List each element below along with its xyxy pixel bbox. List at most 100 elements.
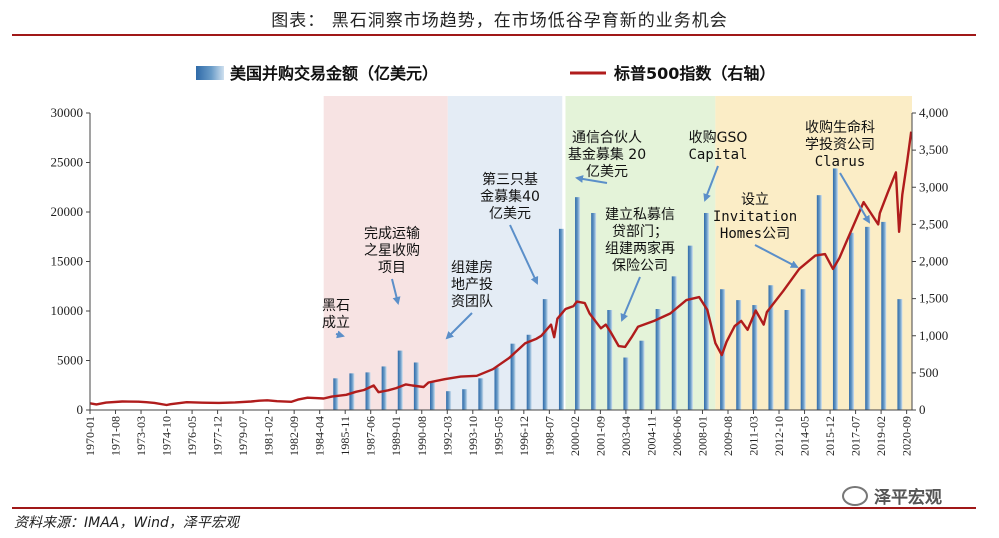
x-tick-label: 1971-08 xyxy=(109,416,123,456)
title-rule xyxy=(12,34,976,36)
annotation-text: 设立 xyxy=(741,192,769,208)
bar xyxy=(397,350,403,410)
period-band xyxy=(323,96,448,410)
x-tick-label: 2001-09 xyxy=(593,416,607,456)
annotation-arrow xyxy=(391,278,401,305)
x-tick-label: 2019-02 xyxy=(874,416,888,456)
x-tick-label: 1970-01 xyxy=(83,416,97,456)
bar xyxy=(736,300,742,410)
bar xyxy=(591,212,597,410)
bar xyxy=(607,310,613,410)
x-tick-label: 1984-04 xyxy=(313,416,327,456)
annotation-arrow xyxy=(335,330,345,339)
bar xyxy=(832,168,838,410)
bar xyxy=(381,366,387,410)
y-right-tick-label: 500 xyxy=(919,365,939,380)
x-tick-label: 2017-07 xyxy=(849,416,863,456)
x-tick-label: 2004-11 xyxy=(644,416,658,456)
bar xyxy=(526,334,532,410)
x-tick-label: 2014-05 xyxy=(798,416,812,456)
line-series xyxy=(89,131,913,407)
annotation-text: 组建房 xyxy=(451,260,493,276)
annotation-text: 资团队 xyxy=(451,294,493,310)
axes: 0 5000 10000 15000 20000 25000 30000 0 500 1,000 1… xyxy=(51,105,949,456)
bar xyxy=(558,228,564,410)
y-right-tick-label: 3,000 xyxy=(919,179,948,194)
annotation-text: 之星收购 xyxy=(364,243,420,259)
annotation-text: 组建两家再 xyxy=(605,240,675,257)
y-right-tick-label: 2,500 xyxy=(919,216,948,231)
y-right-tick-label: 1,500 xyxy=(919,291,948,306)
x-tick-label: 1979-07 xyxy=(236,416,250,456)
annotation-text: 收购生命科 xyxy=(805,119,875,136)
bar xyxy=(575,197,581,410)
y-left-tick-label: 5000 xyxy=(57,353,83,368)
x-tick-label: 2011-03 xyxy=(747,416,761,456)
bar xyxy=(494,367,500,410)
bar xyxy=(639,340,645,410)
x-tick-label: 1996-12 xyxy=(517,416,531,456)
x-tick-label: 1981-02 xyxy=(262,416,276,456)
period-band xyxy=(715,96,912,410)
x-tick-label: 1990-08 xyxy=(415,416,429,456)
bar xyxy=(671,276,677,410)
annotation-arrow xyxy=(754,244,799,268)
y-left-tick-label: 10000 xyxy=(51,303,84,318)
bar xyxy=(365,372,371,410)
y-right-tick-label: 0 xyxy=(919,402,926,417)
x-tick-label: 1998-07 xyxy=(542,416,556,456)
legend-bar-swatch xyxy=(196,66,224,80)
annotation-text: 通信合伙人 xyxy=(572,130,642,146)
wechat-icon xyxy=(842,486,868,506)
x-tick-label: 1974-10 xyxy=(160,416,174,456)
annotation-text: 学投资公司 xyxy=(805,137,875,153)
annotation-text: Homes公司 xyxy=(720,226,790,242)
annotation-text: 基金募集 20 xyxy=(568,146,646,163)
annotation-text: 黑石 xyxy=(322,298,350,314)
bar xyxy=(542,299,548,410)
x-tick-label: 1976-05 xyxy=(185,416,199,456)
bar xyxy=(849,232,855,410)
bar xyxy=(752,305,758,410)
x-tick-label: 2003-04 xyxy=(619,416,633,456)
bar xyxy=(881,221,887,410)
legend-line-label: 标普500指数（右轴） xyxy=(613,64,775,83)
x-tick-label: 1993-10 xyxy=(466,416,480,456)
annotation-arrow xyxy=(839,172,871,224)
y-left-tick-label: 20000 xyxy=(51,204,84,219)
bar xyxy=(430,381,435,410)
y-right-tick-label: 4,000 xyxy=(919,105,948,120)
x-tick-label: 2006-06 xyxy=(670,416,684,456)
annotation-text: Capital xyxy=(688,147,747,163)
x-tick-label: 1992-03 xyxy=(440,416,454,456)
x-tick-label: 1977-12 xyxy=(211,416,225,456)
annotation-text: 建立私募信 xyxy=(605,207,675,223)
annotation-text: 亿美元 xyxy=(586,164,628,180)
annotation-text: 地产投 xyxy=(451,277,493,293)
bar xyxy=(462,389,468,410)
x-tick-label: 2020-09 xyxy=(900,416,914,456)
annotation-text: 成立 xyxy=(322,315,350,331)
period-bands xyxy=(323,96,912,410)
sp500-line xyxy=(89,131,913,407)
x-tick-label: 2000-02 xyxy=(568,416,582,456)
annotation-arrow xyxy=(445,312,473,340)
annotation-text: 金募集40 xyxy=(480,188,540,205)
bar xyxy=(655,309,661,410)
y-left-tick-label: 30000 xyxy=(51,105,84,120)
x-tick-label: 1987-06 xyxy=(364,416,378,456)
x-tick-label: 1995-05 xyxy=(491,416,505,456)
annotation-text: 第三只基 xyxy=(482,171,538,188)
legend: 美国并购交易金额（亿美元） 标普500指数（右轴） xyxy=(196,64,775,83)
annotation-text: 亿美元 xyxy=(489,206,531,222)
bar xyxy=(897,299,903,410)
y-right-tick-label: 1,000 xyxy=(919,328,948,343)
bottom-rule xyxy=(12,507,976,509)
legend-bar-label: 美国并购交易金额（亿美元） xyxy=(230,64,438,83)
x-tick-label: 2008-01 xyxy=(695,416,709,456)
bar xyxy=(768,285,774,410)
y-right-tick-label: 2,000 xyxy=(919,254,948,269)
x-tick-label: 1982-09 xyxy=(287,416,301,456)
